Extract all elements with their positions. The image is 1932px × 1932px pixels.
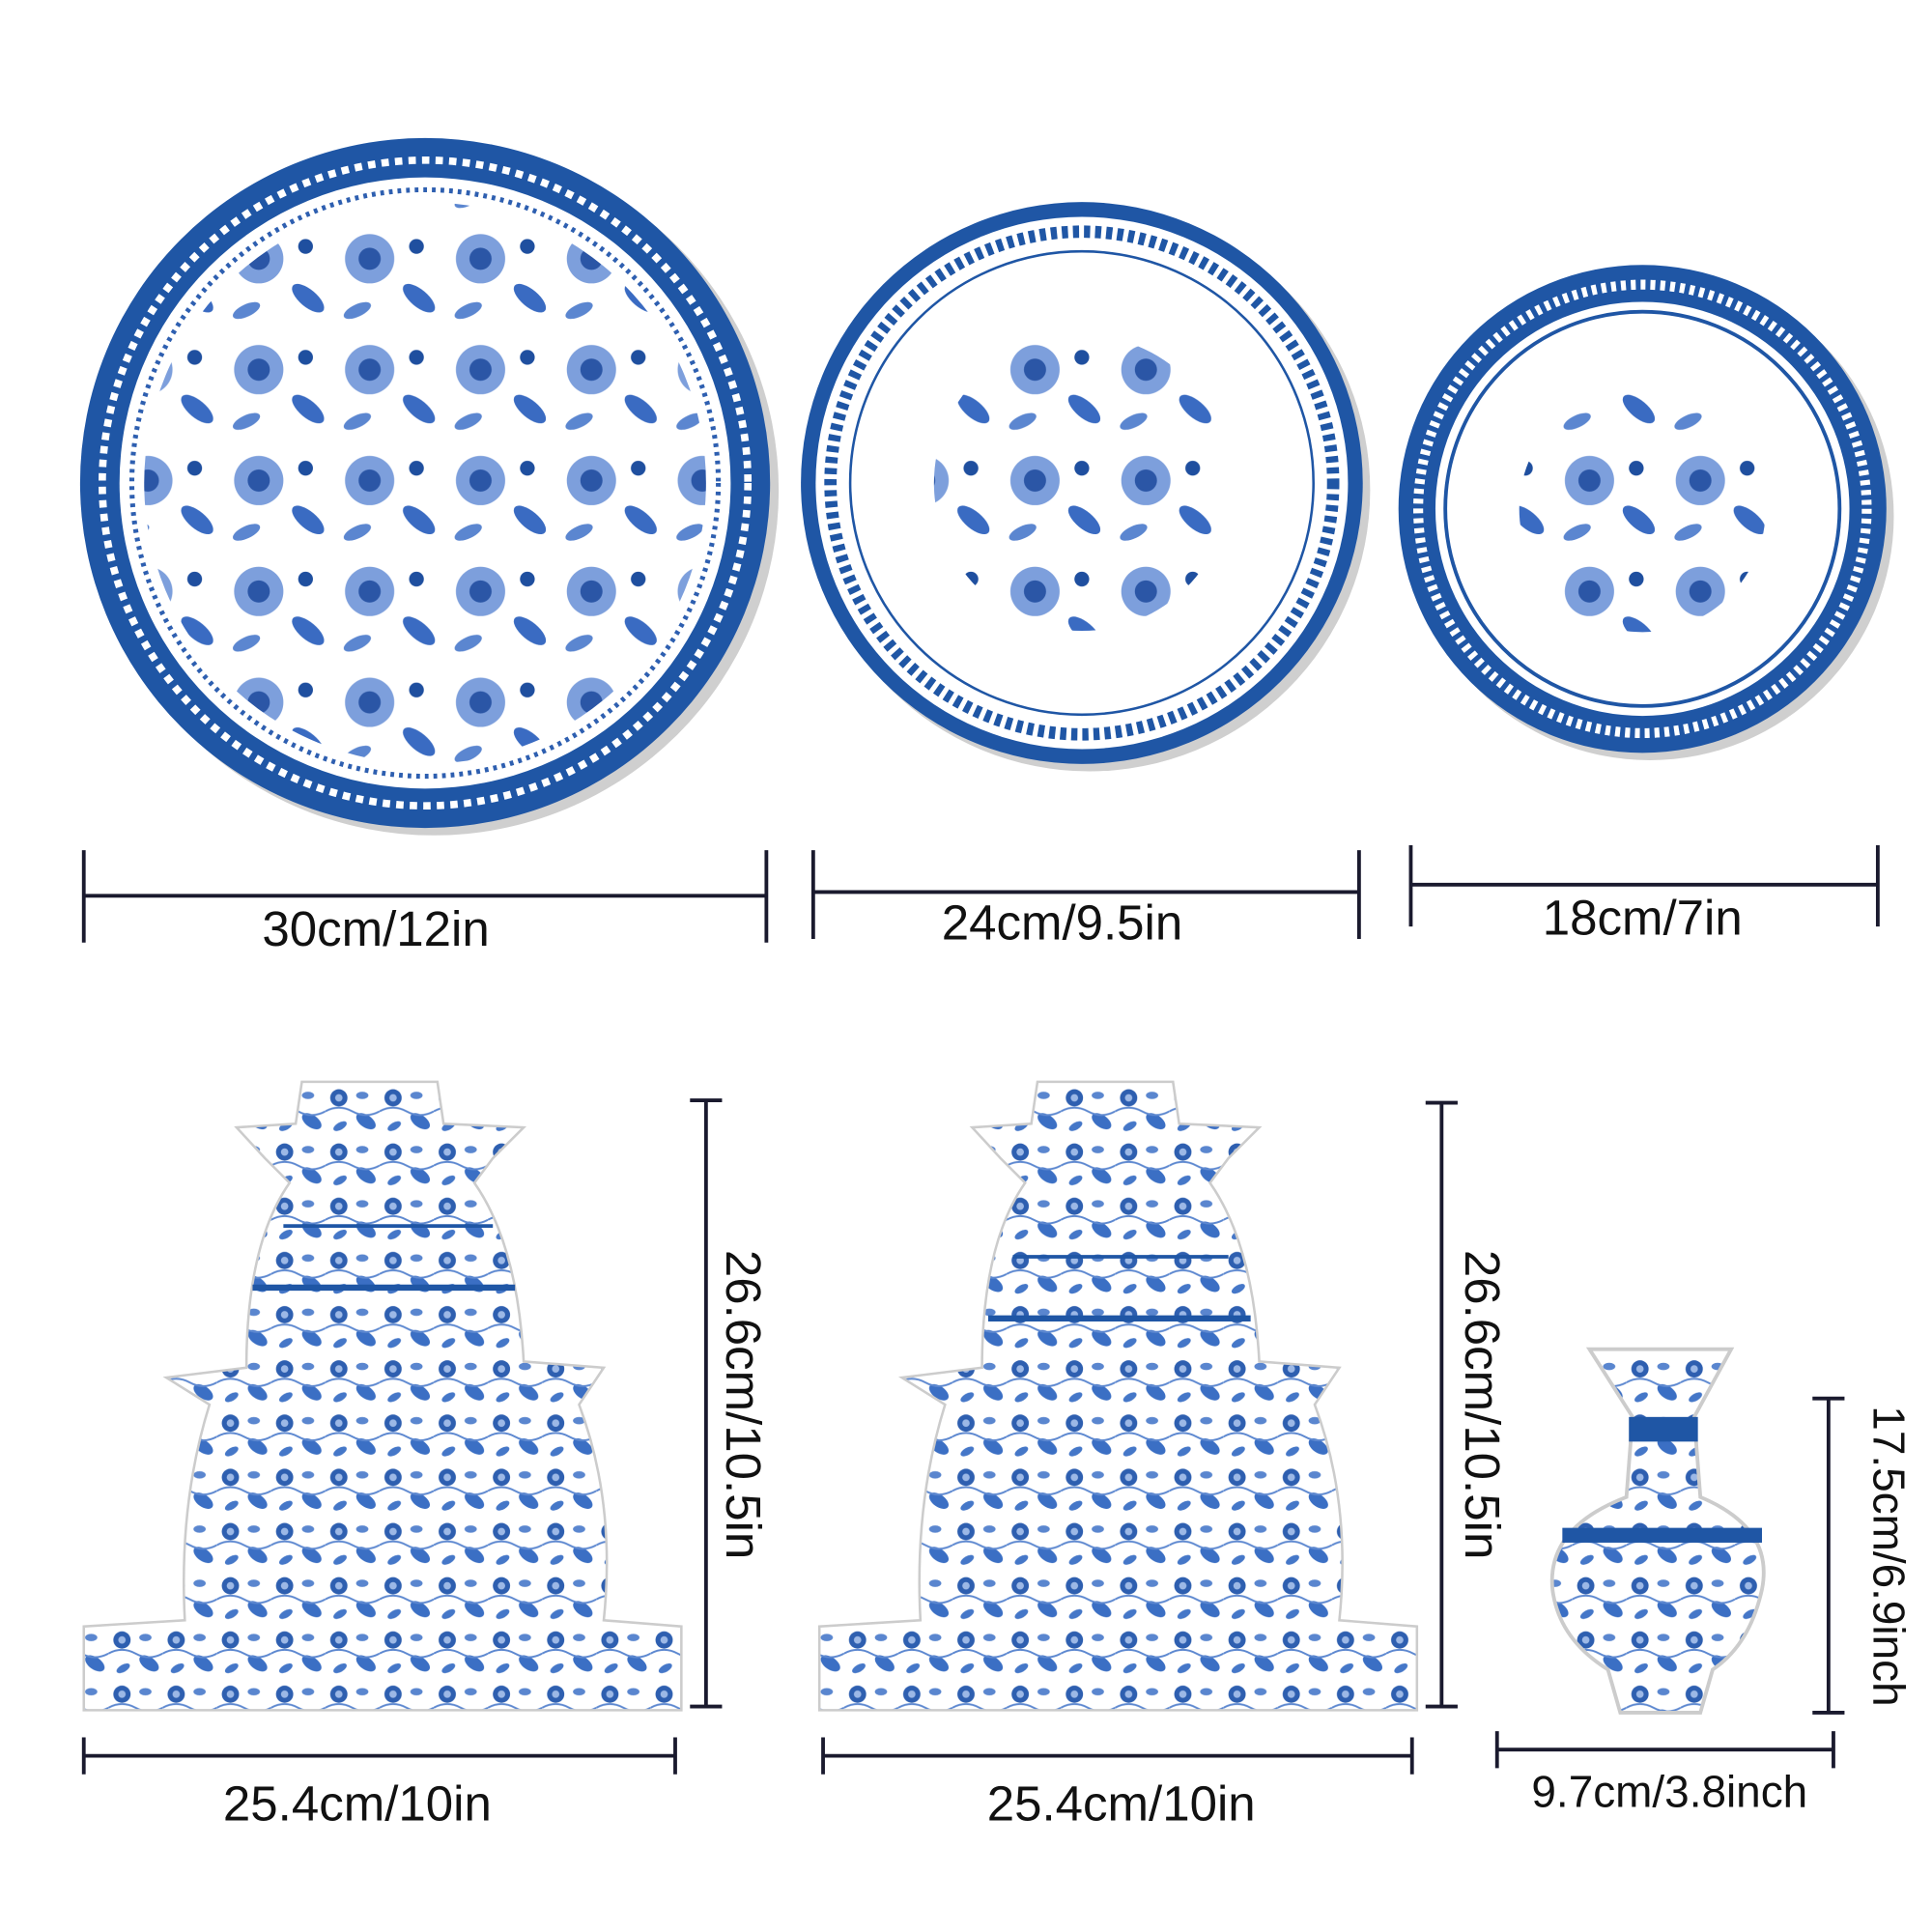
plate-medium bbox=[801, 202, 1371, 772]
tiered-stand bbox=[82, 1080, 683, 1712]
dimension-label: 30cm/12in bbox=[262, 901, 489, 956]
plate-large bbox=[79, 137, 780, 836]
dimension-label: 18cm/7in bbox=[1543, 891, 1743, 946]
dimension-label: 9.7cm/3.8inch bbox=[1531, 1767, 1807, 1817]
dimension-label: 25.4cm/10in bbox=[987, 1776, 1256, 1832]
vase bbox=[1549, 1347, 1766, 1715]
dimension-label: 17.5cm/6.9inch bbox=[1863, 1406, 1914, 1706]
dimension-label: 26.6cm/10.5in bbox=[1455, 1250, 1510, 1559]
tiered-stand bbox=[817, 1080, 1419, 1712]
dimension-label: 25.4cm/10in bbox=[223, 1776, 492, 1832]
dimension-label: 24cm/9.5in bbox=[942, 895, 1183, 951]
dimension-label: 26.6cm/10.5in bbox=[716, 1250, 771, 1559]
dimension-lines bbox=[81, 845, 1880, 1775]
plate-small bbox=[1398, 265, 1894, 760]
